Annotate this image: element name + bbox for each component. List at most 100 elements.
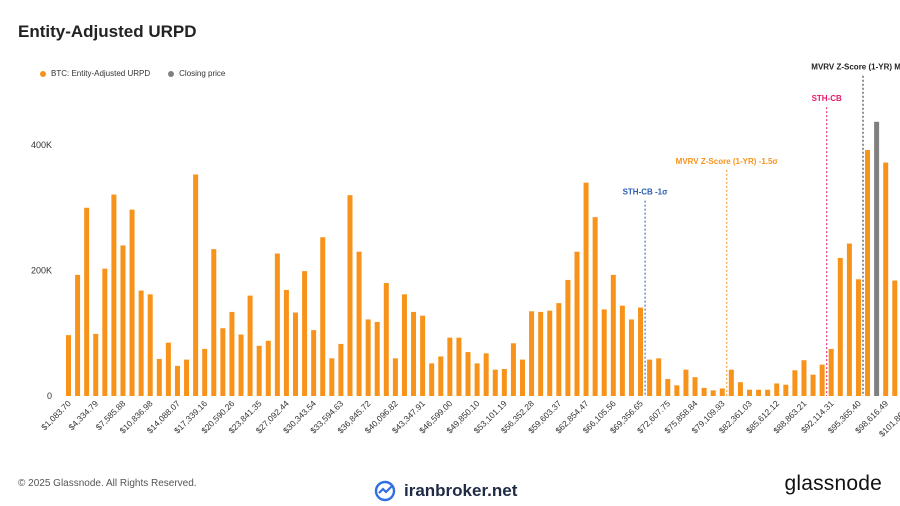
urpd-bar <box>792 370 798 396</box>
urpd-bar <box>347 195 353 396</box>
closing-price-bar <box>874 121 880 396</box>
urpd-bar <box>683 369 689 396</box>
urpd-bar <box>265 340 271 396</box>
urpd-bar <box>474 363 480 396</box>
legend: BTC: Entity-Adjusted URPD Closing price <box>40 69 225 78</box>
urpd-bar <box>756 389 762 396</box>
legend-urpd-label: BTC: Entity-Adjusted URPD <box>51 69 151 78</box>
watermark-text: iranbroker.net <box>404 481 518 500</box>
urpd-bar <box>728 369 734 396</box>
urpd-bar <box>574 251 580 396</box>
urpd-bar <box>356 251 362 396</box>
urpd-bar <box>865 150 871 396</box>
y-tick-label: 0 <box>47 391 52 401</box>
urpd-chart: 0 200K 400K STH-CB -1σ MVRV Z-Score (1-YR) -… <box>31 63 900 439</box>
urpd-bar <box>147 294 153 396</box>
urpd-bar <box>401 294 407 396</box>
legend-item-closing-price[interactable]: Closing price <box>168 69 225 78</box>
urpd-bar <box>193 174 199 396</box>
urpd-bar <box>229 311 235 396</box>
urpd-bar <box>710 390 716 396</box>
y-tick-label: 200K <box>31 266 52 276</box>
urpd-bar <box>883 162 889 396</box>
urpd-bar <box>84 207 90 396</box>
urpd-bar <box>529 311 535 396</box>
watermark: iranbroker.net <box>374 480 517 502</box>
urpd-bar <box>538 311 544 396</box>
urpd-bar <box>120 245 126 396</box>
urpd-bar <box>456 337 462 396</box>
urpd-bar <box>184 359 190 396</box>
urpd-bar <box>656 358 662 396</box>
urpd-bar <box>256 345 262 396</box>
urpd-bar <box>102 268 108 396</box>
urpd-bar <box>665 379 671 396</box>
urpd-bar <box>828 348 834 396</box>
urpd-bar <box>592 217 598 396</box>
urpd-bar <box>719 388 725 396</box>
urpd-bar <box>338 343 344 396</box>
urpd-bar <box>483 353 489 396</box>
annotation-label: MVRV Z-Score (1-YR) -1.5σ <box>676 157 779 166</box>
annotation-label: STH-CB -1σ <box>623 188 669 197</box>
urpd-bar <box>311 330 317 396</box>
urpd-bar <box>420 315 426 396</box>
urpd-bar <box>565 279 571 396</box>
urpd-bar <box>638 307 644 396</box>
urpd-bar <box>810 374 816 396</box>
urpd-bar <box>365 319 371 396</box>
urpd-bar <box>547 310 553 396</box>
broker-logo-icon <box>374 480 396 502</box>
chart-title: Entity-Adjusted URPD <box>18 22 197 41</box>
urpd-bar <box>510 343 516 396</box>
urpd-bar <box>447 337 453 396</box>
urpd-bar <box>520 359 525 396</box>
urpd-bar <box>174 365 180 396</box>
urpd-bar <box>302 271 308 396</box>
urpd-bar <box>75 274 81 396</box>
urpd-bar <box>111 194 117 396</box>
urpd-bar <box>129 209 135 396</box>
urpd-bar <box>583 182 589 396</box>
urpd-bar <box>274 253 280 396</box>
annotation-label: MVRV Z-Score (1-YR) Mean <box>811 63 900 72</box>
urpd-bar <box>156 358 162 396</box>
urpd-bar <box>465 352 471 396</box>
urpd-bar <box>801 360 807 396</box>
urpd-bar <box>556 303 562 396</box>
urpd-bar <box>320 237 326 396</box>
legend-urpd-swatch <box>40 70 46 77</box>
urpd-bar <box>492 369 498 396</box>
copyright-text: © 2025 Glassnode. All Rights Reserved. <box>18 478 197 489</box>
annotation-label: STH-CB <box>812 94 842 103</box>
urpd-bar <box>892 280 898 396</box>
urpd-bar <box>701 387 707 396</box>
urpd-bar <box>283 289 289 396</box>
urpd-bar <box>165 342 171 396</box>
urpd-bar <box>501 369 507 396</box>
urpd-bar <box>692 377 698 396</box>
urpd-bar <box>855 279 861 396</box>
urpd-bar <box>429 363 435 396</box>
urpd-bar <box>329 358 335 396</box>
urpd-bar <box>737 382 743 396</box>
urpd-bar <box>846 243 852 396</box>
urpd-bar <box>411 311 417 396</box>
urpd-bar <box>211 249 217 396</box>
urpd-bar <box>819 364 825 396</box>
urpd-bar <box>619 305 625 396</box>
urpd-bar <box>628 319 634 396</box>
urpd-bar <box>610 274 616 396</box>
urpd-bar <box>93 333 99 396</box>
urpd-bar <box>247 295 253 396</box>
urpd-bar <box>238 334 244 396</box>
urpd-bar <box>438 356 444 396</box>
legend-closing-label: Closing price <box>179 69 226 78</box>
urpd-bar <box>747 389 752 396</box>
urpd-bar <box>383 283 389 396</box>
urpd-bar <box>202 348 208 396</box>
urpd-bar <box>765 389 771 396</box>
urpd-bar <box>293 312 298 396</box>
y-tick-label: 400K <box>31 140 52 150</box>
legend-item-urpd[interactable]: BTC: Entity-Adjusted URPD <box>40 69 150 78</box>
